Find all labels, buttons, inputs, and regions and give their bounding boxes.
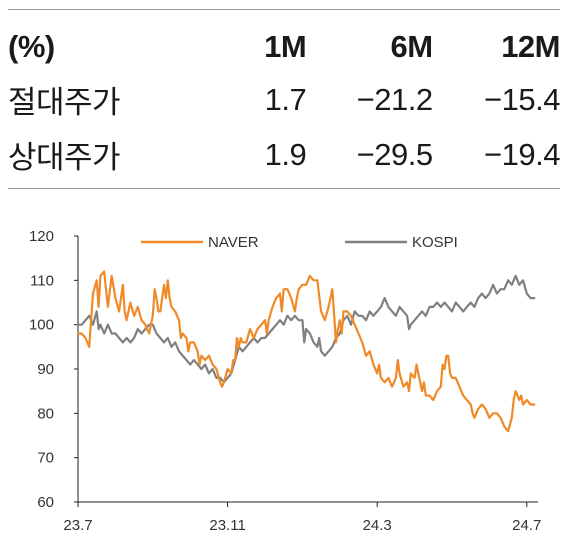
cell-relative-1m: 1.9 [264,136,307,172]
x-tick-label: 23.7 [63,517,92,534]
row-label-absolute: 절대주가 [8,85,121,120]
y-tick-label: 70 [37,450,54,467]
x-tick-label: 24.3 [363,517,392,534]
series-layer [76,270,536,433]
header-6m: 6M [390,29,434,64]
cell-relative-6m: −29.5 [356,136,433,172]
table-top-rule [8,9,560,10]
cell-absolute-1m: 1.7 [264,81,307,117]
table-header-row: (%) 1M 6M 12M [8,22,561,72]
table-bottom-rule [8,188,560,189]
performance-table: (%) 1M 6M 12M 절대주가 1.7 −21.2 −15.4 상대주가 … [8,22,561,182]
x-tick-label: 23.11 [209,517,245,534]
legend-label-naver: NAVER [208,234,259,251]
row-label-relative: 상대주가 [8,140,121,175]
header-unit: (%) [8,29,55,64]
cell-absolute-6m: −21.2 [356,81,433,117]
y-tick-label: 80 [37,405,54,422]
series-line-kospi [76,274,536,384]
cell-relative-12m: −19.4 [484,136,560,172]
y-axis: 60 70 80 90 100 110 120 [29,228,79,511]
series-line-naver [76,270,536,433]
chart-legend: NAVER KOSPI [141,234,458,251]
x-axis: 23.7 23.11 24.3 24.7 [63,501,541,534]
stock-price-chart: 60 70 80 90 100 110 120 23.7 23.11 24.3 24.7 NAVE… [29,228,541,534]
header-12m: 12M [501,29,560,64]
y-tick-label: 110 [30,272,54,289]
x-tick-label: 24.7 [512,517,541,534]
header-1m: 1M [264,29,307,64]
cell-absolute-12m: −15.4 [484,81,560,117]
legend-label-kospi: KOSPI [412,234,458,251]
table-row-absolute: 절대주가 1.7 −21.2 −15.4 [8,72,561,127]
y-tick-label: 60 [37,494,54,511]
y-tick-label: 90 [37,361,54,378]
y-tick-label: 120 [29,228,54,245]
table-row-relative: 상대주가 1.9 −29.5 −19.4 [8,127,561,182]
y-tick-label: 100 [29,317,54,334]
